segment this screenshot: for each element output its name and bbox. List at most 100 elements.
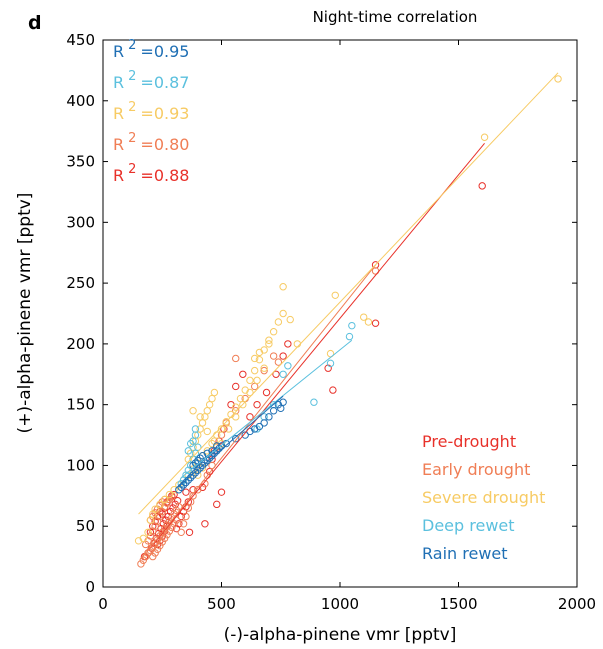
legend-item-pre-drought: Pre-drought bbox=[422, 432, 516, 451]
r2-symbol: R bbox=[113, 73, 124, 92]
data-point bbox=[191, 449, 200, 457]
legend-item-severe-drought: Severe drought bbox=[422, 488, 545, 507]
x-tick-label: 500 bbox=[207, 595, 236, 613]
axis-ticks: 0 500 1000 1500 2000 0 50 100 150 200 250 300 350 400… bbox=[66, 31, 596, 613]
fit-line-deep-rewet bbox=[180, 339, 353, 478]
x-axis-title: (-)-alpha-pinene vmr [pptv] bbox=[224, 625, 457, 645]
data-point bbox=[554, 75, 562, 83]
r2-symbol: R bbox=[113, 166, 124, 185]
data-point bbox=[194, 443, 202, 451]
data-point bbox=[279, 370, 287, 378]
legend-item-rain-rewet: Rain rewet bbox=[422, 544, 508, 563]
chart-title: Night-time correlation bbox=[313, 8, 478, 26]
data-point bbox=[239, 370, 247, 378]
y-tick-label: 200 bbox=[66, 335, 95, 353]
y-tick-label: 350 bbox=[66, 153, 95, 171]
data-point bbox=[185, 528, 194, 536]
legend-item-deep-rewet: Deep rewet bbox=[422, 516, 515, 535]
data-point bbox=[241, 431, 249, 439]
data-point bbox=[253, 425, 261, 433]
data-point bbox=[168, 523, 176, 532]
data-point bbox=[189, 407, 197, 415]
data-point bbox=[246, 376, 254, 385]
data-point bbox=[246, 388, 254, 397]
data-point bbox=[184, 476, 193, 484]
data-point bbox=[194, 431, 202, 439]
data-point bbox=[364, 318, 373, 326]
data-point bbox=[189, 471, 197, 479]
data-point bbox=[232, 403, 240, 411]
r2-value: =0.80 bbox=[140, 135, 189, 154]
data-point bbox=[189, 492, 197, 500]
data-point bbox=[151, 549, 159, 557]
r2-exponent: 2 bbox=[128, 131, 136, 146]
data-point bbox=[265, 413, 273, 421]
data-point bbox=[158, 498, 166, 506]
data-point bbox=[250, 382, 259, 391]
y-tick-label: 0 bbox=[85, 578, 95, 596]
data-point bbox=[269, 352, 278, 360]
data-point bbox=[274, 318, 283, 326]
data-point bbox=[279, 398, 287, 406]
data-point bbox=[201, 520, 209, 528]
data-point bbox=[265, 336, 273, 344]
data-point bbox=[293, 340, 302, 348]
y-tick-label: 250 bbox=[66, 274, 95, 292]
data-point bbox=[269, 407, 278, 415]
fit-line-pre-drought bbox=[147, 143, 485, 551]
y-tick-label: 100 bbox=[66, 456, 95, 474]
data-point bbox=[220, 425, 228, 433]
r2-annotations: R 2 =0.95R 2 =0.87R 2 =0.93R 2 =0.80R 2 =0.88 bbox=[113, 38, 189, 185]
data-point bbox=[269, 328, 278, 336]
data-point bbox=[198, 461, 207, 470]
data-point bbox=[208, 394, 216, 403]
r2-value: =0.95 bbox=[140, 42, 189, 61]
data-point bbox=[194, 471, 202, 479]
data-point bbox=[160, 534, 169, 543]
r2-value: =0.88 bbox=[140, 166, 189, 185]
data-point bbox=[146, 516, 155, 524]
data-point bbox=[201, 479, 209, 488]
data-point bbox=[262, 388, 271, 397]
data-point bbox=[163, 499, 171, 507]
data-point bbox=[184, 447, 193, 455]
data-point bbox=[277, 404, 285, 413]
data-point bbox=[260, 366, 268, 375]
data-point bbox=[279, 352, 287, 360]
legend-item-early-drought: Early drought bbox=[422, 460, 530, 479]
series-deep-rewet bbox=[177, 321, 356, 488]
r2-symbol: R bbox=[113, 104, 124, 123]
data-point bbox=[203, 456, 211, 465]
r2-label: R 2 =0.80 bbox=[113, 131, 189, 154]
data-point bbox=[156, 541, 164, 550]
data-point bbox=[198, 419, 207, 427]
data-point bbox=[329, 386, 337, 394]
data-point bbox=[144, 528, 152, 536]
r2-exponent: 2 bbox=[128, 100, 136, 115]
data-point bbox=[279, 283, 287, 291]
data-point bbox=[213, 431, 221, 439]
data-point bbox=[279, 309, 287, 318]
data-point bbox=[222, 417, 230, 426]
r2-value: =0.93 bbox=[140, 104, 189, 123]
data-point bbox=[165, 495, 174, 504]
data-point bbox=[224, 425, 233, 433]
data-point bbox=[210, 388, 219, 397]
data-point bbox=[170, 490, 178, 499]
data-point bbox=[232, 354, 240, 363]
data-point bbox=[191, 469, 200, 477]
y-tick-label: 300 bbox=[66, 213, 95, 231]
data-point bbox=[196, 413, 204, 421]
data-point bbox=[260, 364, 268, 372]
data-point bbox=[480, 133, 489, 141]
data-point bbox=[196, 464, 204, 472]
data-point bbox=[149, 552, 157, 561]
r2-symbol: R bbox=[113, 135, 124, 154]
data-point bbox=[217, 425, 226, 433]
data-point bbox=[175, 486, 183, 494]
data-point bbox=[284, 340, 292, 348]
plot-area bbox=[134, 72, 562, 568]
data-point bbox=[253, 400, 261, 409]
data-point bbox=[274, 358, 283, 366]
